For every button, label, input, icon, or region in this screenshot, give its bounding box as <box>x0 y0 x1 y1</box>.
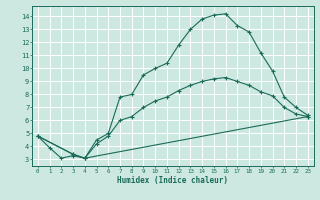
X-axis label: Humidex (Indice chaleur): Humidex (Indice chaleur) <box>117 176 228 185</box>
